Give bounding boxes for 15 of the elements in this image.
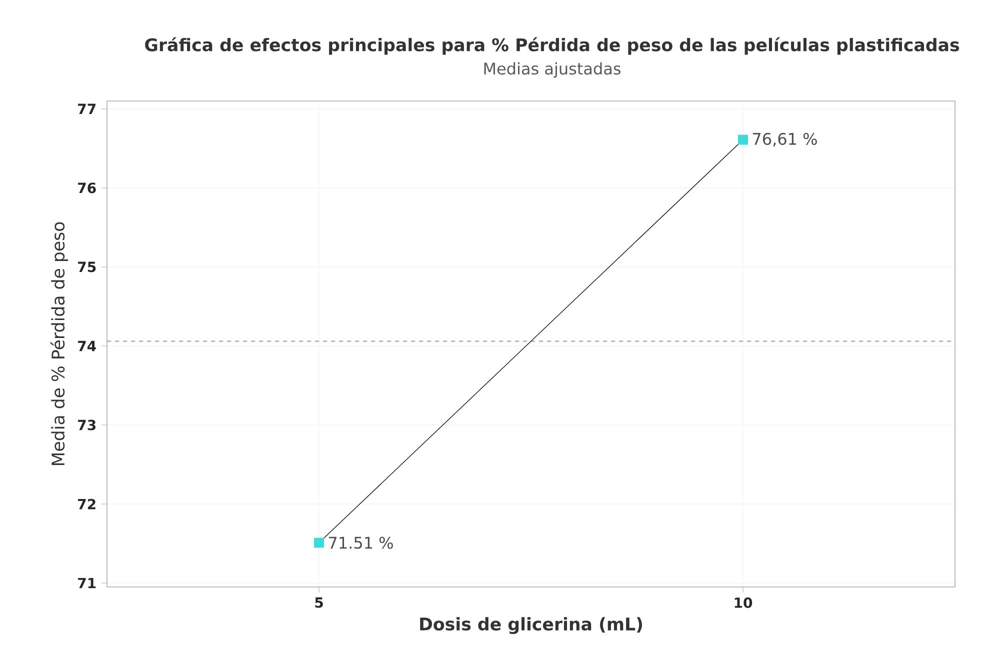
y-tick-label: 75 <box>78 262 96 272</box>
data-label: 71.51 % <box>329 536 393 549</box>
y-tick-label: 71 <box>78 578 96 588</box>
y-tick-label: 74 <box>78 340 96 352</box>
y-tick-label: 77 <box>78 104 96 114</box>
x-tick-label: 5 <box>315 597 323 608</box>
y-tick-label: 76 <box>78 182 96 194</box>
y-axis-title: Media de % Pérdida de peso <box>50 222 68 466</box>
data-label: 76,61 % <box>753 132 817 147</box>
x-axis-title: Dosis de glicerina (mL) <box>420 617 642 634</box>
y-tick-label: 73 <box>78 420 96 430</box>
x-tick-label: 10 <box>734 597 752 608</box>
y-tick-label: 72 <box>78 498 96 510</box>
chart-title: Gráfica de efectos principales para % Pérdida de peso de las películas plastificadas <box>145 37 960 55</box>
chart-subtitle: Medias ajustadas <box>484 62 621 78</box>
